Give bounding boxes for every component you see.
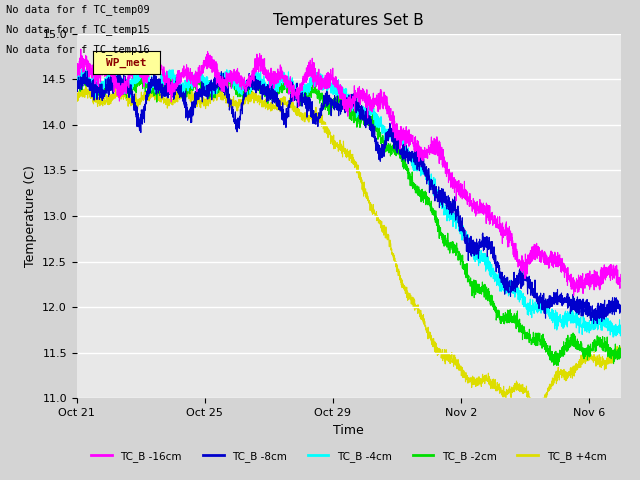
Text: No data for f TC_temp15: No data for f TC_temp15 xyxy=(6,24,150,35)
Legend: TC_B -16cm, TC_B -8cm, TC_B -4cm, TC_B -2cm, TC_B +4cm: TC_B -16cm, TC_B -8cm, TC_B -4cm, TC_B -… xyxy=(87,447,611,466)
Text: WP_met: WP_met xyxy=(106,58,147,68)
Title: Temperatures Set B: Temperatures Set B xyxy=(273,13,424,28)
Text: No data for f TC_temp09: No data for f TC_temp09 xyxy=(6,4,150,15)
Y-axis label: Temperature (C): Temperature (C) xyxy=(24,165,36,267)
Text: No data for f TC_temp16: No data for f TC_temp16 xyxy=(6,44,150,55)
X-axis label: Time: Time xyxy=(333,424,364,437)
